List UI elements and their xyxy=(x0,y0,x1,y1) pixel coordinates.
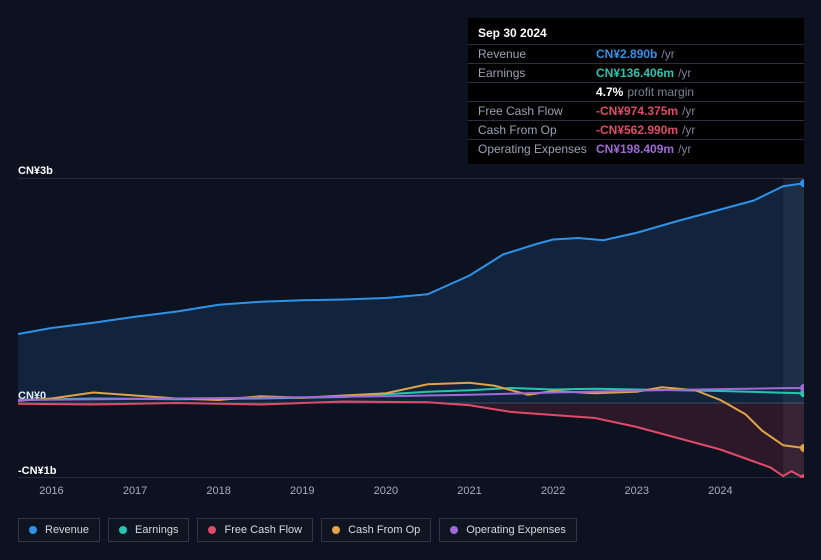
tooltip-metric-label: Earnings xyxy=(478,66,596,80)
legend-label: Earnings xyxy=(135,524,178,536)
tooltip-metric-label: Operating Expenses xyxy=(478,142,596,156)
x-axis-label: 2024 xyxy=(708,485,732,497)
legend-label: Free Cash Flow xyxy=(224,524,302,536)
tooltip-metric-value: -CN¥562.990m xyxy=(596,123,678,137)
tooltip-metric-label: Cash From Op xyxy=(478,123,596,137)
x-axis-label: 2020 xyxy=(374,485,398,497)
chart-area: CN¥3bCN¥0-CN¥1b xyxy=(18,160,804,480)
tooltip-panel: Sep 30 2024 RevenueCN¥2.890b/yrEarningsC… xyxy=(468,18,804,164)
tooltip-date: Sep 30 2024 xyxy=(468,24,804,44)
tooltip-metric-suffix: /yr xyxy=(678,66,691,80)
legend-item[interactable]: Operating Expenses xyxy=(439,518,577,542)
tooltip-metric-label: Revenue xyxy=(478,47,596,61)
tooltip-row: Free Cash Flow-CN¥974.375m/yr xyxy=(468,101,804,120)
legend-swatch xyxy=(119,526,127,534)
x-axis-label: 2019 xyxy=(290,485,314,497)
tooltip-metric-suffix: /yr xyxy=(682,104,695,118)
tooltip-metric-suffix: /yr xyxy=(678,142,691,156)
tooltip-row: 4.7% profit margin xyxy=(468,82,804,101)
tooltip-row: EarningsCN¥136.406m/yr xyxy=(468,63,804,82)
tooltip-metric-value: CN¥2.890b xyxy=(596,47,657,61)
tooltip-metric-value: -CN¥974.375m xyxy=(596,104,678,118)
legend-item[interactable]: Free Cash Flow xyxy=(197,518,313,542)
legend: Revenue Earnings Free Cash Flow Cash From O… xyxy=(18,518,577,542)
x-axis-label: 2018 xyxy=(206,485,230,497)
y-axis-label: CN¥3b xyxy=(18,165,53,177)
tooltip-metric-value: CN¥198.409m xyxy=(596,142,674,156)
legend-swatch xyxy=(29,526,37,534)
legend-label: Cash From Op xyxy=(348,524,420,536)
legend-item[interactable]: Cash From Op xyxy=(321,518,431,542)
tooltip-metric-value: 4.7% xyxy=(596,85,623,99)
tooltip-metric-suffix: profit margin xyxy=(627,85,694,99)
line-chart xyxy=(18,178,804,478)
x-axis-label: 2023 xyxy=(625,485,649,497)
x-axis-label: 2022 xyxy=(541,485,565,497)
tooltip-row: RevenueCN¥2.890b/yr xyxy=(468,44,804,63)
legend-swatch xyxy=(332,526,340,534)
tooltip-row: Cash From Op-CN¥562.990m/yr xyxy=(468,120,804,139)
tooltip-metric-label xyxy=(478,85,596,99)
x-axis-label: 2021 xyxy=(457,485,481,497)
tooltip-metric-suffix: /yr xyxy=(661,47,674,61)
legend-item[interactable]: Revenue xyxy=(18,518,100,542)
legend-label: Operating Expenses xyxy=(466,524,566,536)
tooltip-row: Operating ExpensesCN¥198.409m/yr xyxy=(468,139,804,158)
tooltip-metric-label: Free Cash Flow xyxy=(478,104,596,118)
legend-item[interactable]: Earnings xyxy=(108,518,189,542)
tooltip-metric-value: CN¥136.406m xyxy=(596,66,674,80)
tooltip-metric-suffix: /yr xyxy=(682,123,695,137)
x-axis-label: 2017 xyxy=(123,485,147,497)
legend-label: Revenue xyxy=(45,524,89,536)
legend-swatch xyxy=(450,526,458,534)
legend-swatch xyxy=(208,526,216,534)
x-axis-label: 2016 xyxy=(39,485,63,497)
